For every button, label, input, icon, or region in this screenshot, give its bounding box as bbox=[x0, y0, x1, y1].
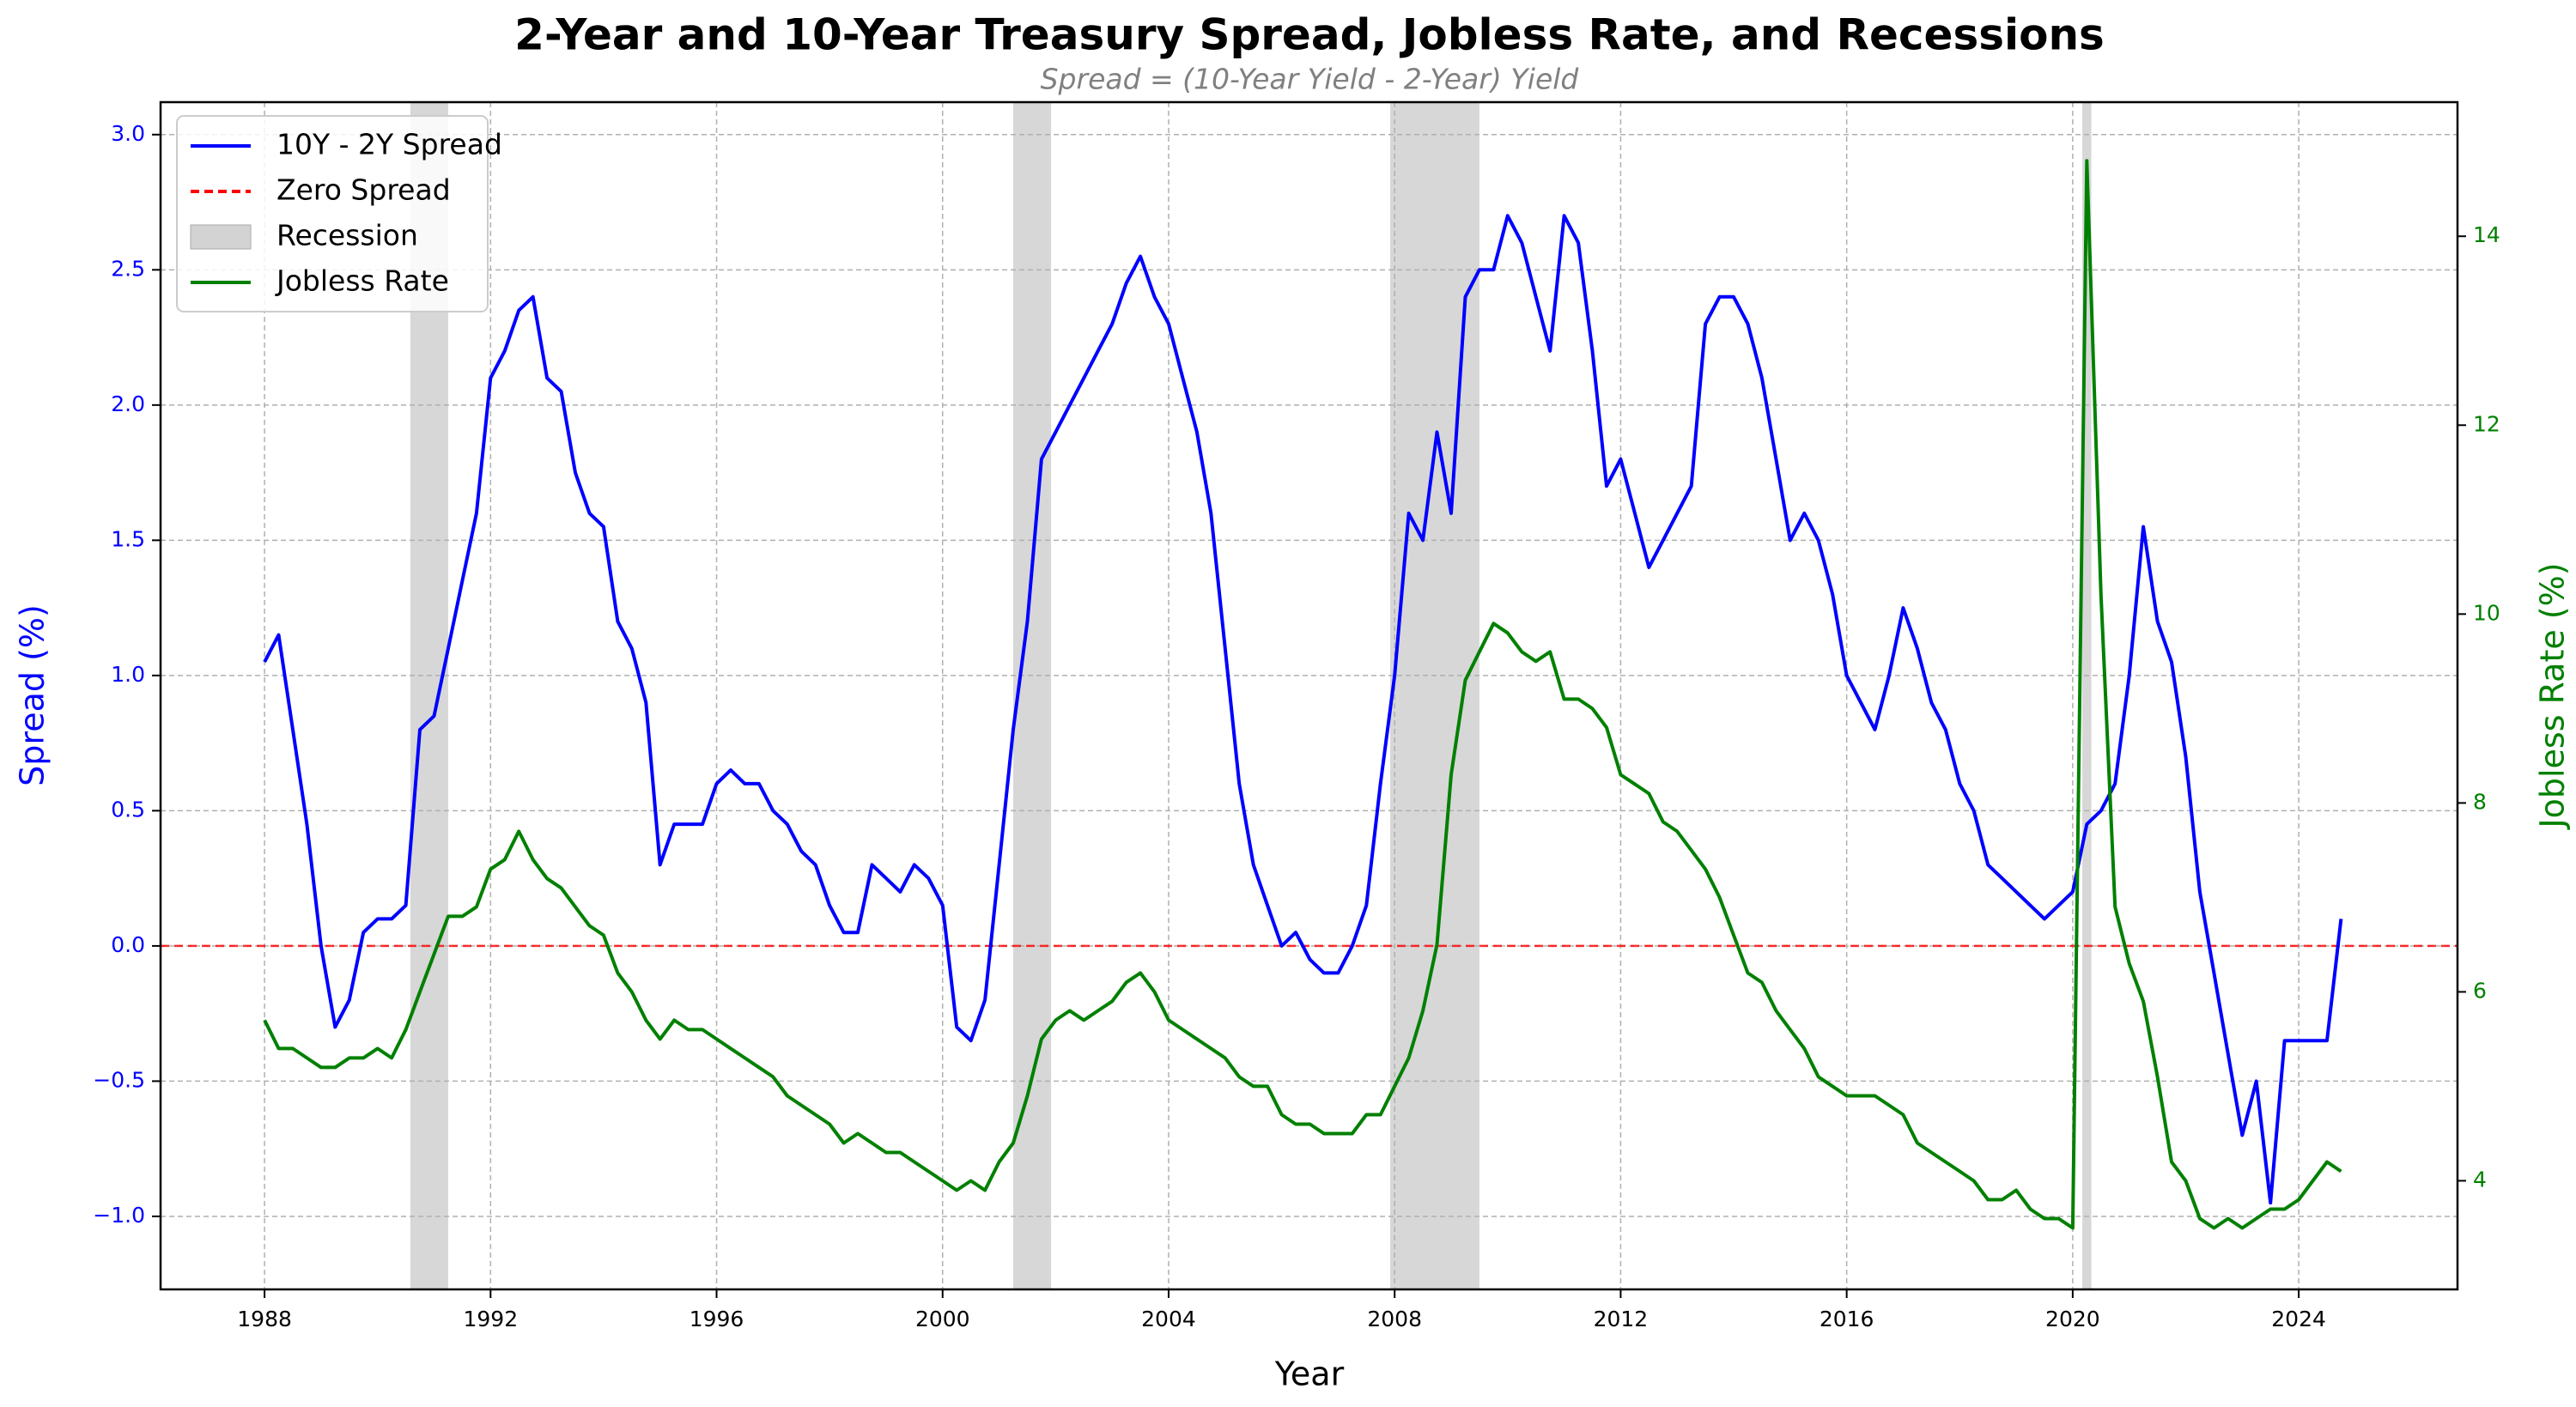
x-tick-label: 2024 bbox=[2271, 1307, 2326, 1331]
y2-tick-label: 8 bbox=[2473, 789, 2487, 814]
recession-band bbox=[1389, 102, 1479, 1289]
recession-band bbox=[1013, 102, 1052, 1289]
y-axis-label: Spread (%) bbox=[14, 604, 52, 786]
y2-tick-label: 14 bbox=[2473, 222, 2500, 247]
x-tick-label: 2000 bbox=[915, 1307, 970, 1331]
legend-label: 10Y - 2Y Spread bbox=[276, 128, 502, 161]
chart-title: 2-Year and 10-Year Treasury Spread, Jobl… bbox=[514, 10, 2105, 60]
y2-tick-label: 6 bbox=[2473, 978, 2487, 1003]
legend: 10Y - 2Y Spread Zero Spread Recession Joble… bbox=[176, 115, 502, 312]
y2-tick-label: 10 bbox=[2473, 600, 2500, 625]
y-tick-label: 1.0 bbox=[111, 662, 145, 687]
y2-tick-label: 12 bbox=[2473, 411, 2500, 436]
legend-label: Zero Spread bbox=[276, 173, 451, 207]
y-tick-label: 2.5 bbox=[111, 256, 145, 281]
y-tick-label: −0.5 bbox=[93, 1067, 145, 1092]
legend-box bbox=[176, 115, 489, 312]
chart-subtitle: Spread = (10-Year Yield - 2-Year) Yield bbox=[1041, 63, 1580, 96]
recession-band bbox=[2082, 102, 2092, 1289]
x-tick-label: 2016 bbox=[1820, 1307, 1874, 1331]
x-tick-label: 1996 bbox=[690, 1307, 744, 1331]
x-axis-label: Year bbox=[1274, 1355, 1345, 1393]
y2-axis-label: Jobless Rate (%) bbox=[2534, 562, 2572, 829]
series-line bbox=[263, 214, 2343, 1205]
y-tick-label: −1.0 bbox=[93, 1203, 145, 1228]
x-tick-label: 2008 bbox=[1367, 1307, 1422, 1331]
y-tick-label: 0.5 bbox=[111, 797, 145, 822]
plot-frame bbox=[159, 100, 2459, 1291]
y-tick-label: 1.5 bbox=[111, 526, 145, 551]
x-tick-label: 2020 bbox=[2045, 1307, 2100, 1331]
legend-label: Recession bbox=[276, 219, 418, 252]
y-tick-label: 3.0 bbox=[111, 121, 145, 146]
legend-label: Jobless Rate bbox=[275, 264, 449, 298]
x-tick-label: 1992 bbox=[463, 1307, 518, 1331]
legend-swatch bbox=[190, 224, 252, 250]
x-tick-label: 2012 bbox=[1594, 1307, 1649, 1331]
y-tick-label: 0.0 bbox=[111, 932, 145, 957]
series-line bbox=[263, 159, 2342, 1230]
y2-tick-label: 4 bbox=[2473, 1167, 2487, 1192]
y-tick-label: 2.0 bbox=[111, 391, 145, 416]
x-tick-label: 1988 bbox=[237, 1307, 292, 1331]
x-tick-label: 2004 bbox=[1141, 1307, 1196, 1331]
